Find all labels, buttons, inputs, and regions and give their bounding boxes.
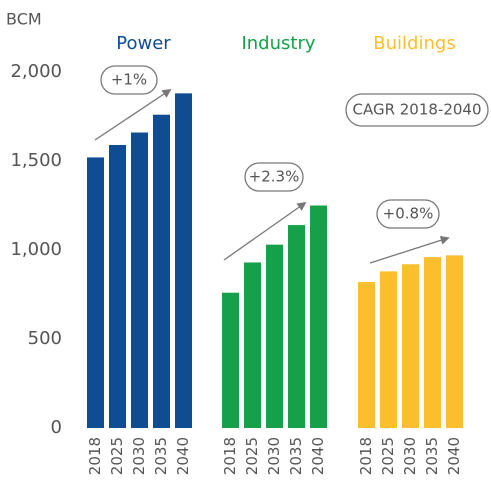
note-box — [345, 93, 489, 127]
y-tick-label: 2,000 — [10, 61, 62, 82]
trend-arrow — [223, 201, 307, 261]
bar — [402, 264, 419, 428]
y-tick-label: 1,500 — [10, 150, 62, 171]
bar — [244, 262, 261, 428]
bar — [358, 282, 375, 428]
x-tick-label: 2025 — [243, 437, 261, 475]
bar — [424, 257, 441, 428]
annotation: +2.3% — [249, 168, 300, 186]
annotation-box — [100, 65, 158, 95]
bar — [175, 93, 192, 429]
group-label: Buildings — [373, 33, 455, 54]
bar — [380, 271, 397, 428]
x-tick-label: 2040 — [309, 437, 327, 475]
x-tick-label: 2035 — [423, 437, 441, 475]
bar — [87, 157, 104, 428]
bar — [288, 225, 305, 428]
bar — [131, 132, 148, 428]
y-tick-label: 500 — [28, 328, 62, 349]
bar — [109, 144, 126, 429]
bar — [446, 255, 463, 428]
bar — [153, 114, 170, 428]
y-tick-label: 1,000 — [10, 239, 62, 260]
y-tick-label: 0 — [51, 417, 62, 438]
group-label: Industry — [241, 33, 315, 54]
x-tick-label: 2030 — [265, 437, 283, 475]
note: CAGR 2018-2040 — [352, 101, 481, 119]
trend-arrow — [369, 235, 450, 264]
bar — [266, 244, 283, 428]
bar — [310, 205, 327, 428]
trend-arrow — [94, 88, 172, 141]
x-tick-label: 2025 — [108, 437, 126, 475]
x-tick-label: 2025 — [379, 437, 397, 475]
x-tick-label: 2018 — [86, 437, 104, 475]
x-tick-label: 2035 — [152, 437, 170, 475]
y-axis-label: BCM — [6, 10, 42, 29]
group-label: Power — [116, 33, 171, 54]
x-tick-label: 2030 — [130, 437, 148, 475]
x-tick-label: 2030 — [401, 437, 419, 475]
annotation-box — [376, 199, 440, 229]
annotation: +1% — [111, 71, 147, 89]
x-tick-label: 2040 — [174, 437, 192, 475]
x-tick-label: 2018 — [221, 437, 239, 475]
annotation: +0.8% — [383, 205, 434, 223]
annotation-box — [244, 162, 304, 192]
x-tick-label: 2035 — [287, 437, 305, 475]
bar — [222, 292, 239, 428]
x-tick-label: 2018 — [357, 437, 375, 475]
x-tick-label: 2040 — [445, 437, 463, 475]
